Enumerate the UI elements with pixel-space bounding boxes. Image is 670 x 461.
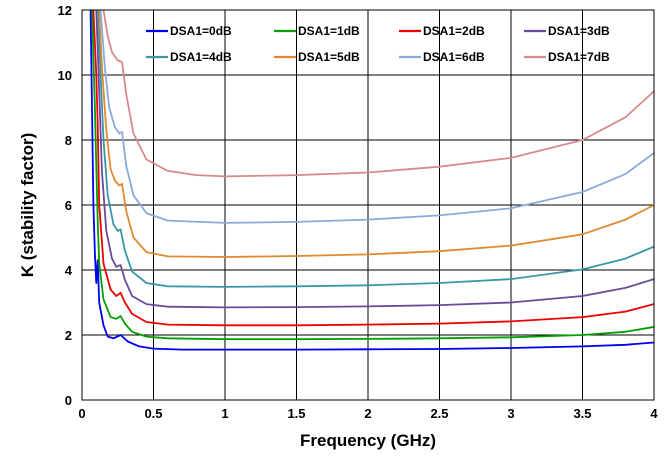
y-tick-label-0: 0 <box>65 393 72 408</box>
y-tick-label-5: 10 <box>58 68 72 83</box>
x-tick-label-1: 0.5 <box>144 406 162 421</box>
series-line-0 <box>89 10 654 351</box>
legend-item-7: DSA1=7dB <box>524 50 610 64</box>
legend: DSA1=0dB DSA1=1dB DSA1=2dB DSA1=3dB DSA1=4dB… <box>146 24 610 64</box>
x-axis-label: Frequency (GHz) <box>300 431 436 450</box>
legend-label-1: DSA1=1dB <box>298 24 360 38</box>
legend-label-5: DSA1=5dB <box>298 50 360 64</box>
legend-item-1: DSA1=1dB <box>274 24 360 38</box>
x-tick-label-0: 0 <box>78 406 85 421</box>
series-line-1 <box>91 10 654 341</box>
x-tick-label-2: 1 <box>221 406 228 421</box>
y-tick-label-3: 6 <box>65 198 72 213</box>
y-tick-label-1: 2 <box>65 328 72 343</box>
legend-item-4: DSA1=4dB <box>146 50 232 64</box>
legend-item-5: DSA1=5dB <box>274 50 360 64</box>
legend-label-3: DSA1=3dB <box>548 24 610 38</box>
legend-label-0: DSA1=0dB <box>170 24 232 38</box>
legend-label-4: DSA1=4dB <box>170 50 232 64</box>
x-tick-label-7: 3.5 <box>573 406 591 421</box>
x-tick-label-3: 1.5 <box>287 406 305 421</box>
legend-item-3: DSA1=3dB <box>524 24 610 38</box>
series-line-5 <box>98 10 654 258</box>
series-line-2 <box>92 10 654 327</box>
y-axis-label: K (stability factor) <box>18 133 37 278</box>
series-line-4 <box>96 10 654 288</box>
series-line-6 <box>99 10 654 224</box>
legend-item-2: DSA1=2dB <box>399 24 485 38</box>
legend-item-6: DSA1=6dB <box>399 50 485 64</box>
series-line-3 <box>95 10 654 309</box>
x-tick-label-4: 2 <box>364 406 371 421</box>
legend-label-6: DSA1=6dB <box>423 50 485 64</box>
x-tick-label-6: 3 <box>507 406 514 421</box>
y-tick-label-2: 4 <box>65 263 73 278</box>
x-tick-label-5: 2.5 <box>430 406 448 421</box>
series-line-7 <box>102 10 654 178</box>
legend-label-7: DSA1=7dB <box>548 50 610 64</box>
tick-labels: 0 0.5 1 1.5 2 2.5 3 3.5 4 0 2 4 6 8 10 12 <box>58 3 659 421</box>
series-layer <box>89 10 654 351</box>
plot-border <box>81 9 655 401</box>
legend-item-0: DSA1=0dB <box>146 24 232 38</box>
legend-label-2: DSA1=2dB <box>423 24 485 38</box>
x-tick-label-8: 4 <box>650 406 658 421</box>
y-tick-label-4: 8 <box>65 133 72 148</box>
y-tick-label-6: 12 <box>58 3 72 18</box>
